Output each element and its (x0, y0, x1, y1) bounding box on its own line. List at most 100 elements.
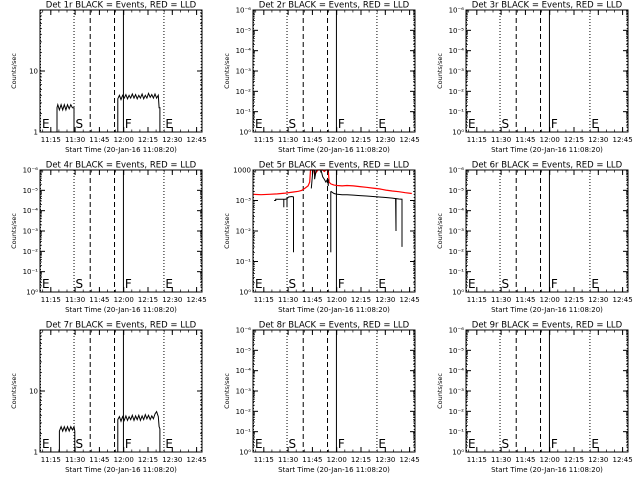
y-axis-title: Counts/sec (223, 53, 231, 89)
x-tick-label: 12:15 (564, 456, 584, 464)
x-tick-label: 12:00 (327, 456, 347, 464)
y-axis-title: Counts/sec (10, 213, 18, 249)
y-tick-label: 10⁻¹ (236, 258, 252, 266)
marker-label: S (76, 437, 84, 451)
y-tick-label: 10⁻³ (23, 228, 39, 236)
x-tick-label: 12:45 (613, 136, 633, 144)
y-tick-label: 10⁻⁵ (236, 347, 252, 355)
y-tick-label: 10⁻² (236, 408, 252, 416)
x-tick-label: 11:15 (41, 456, 61, 464)
x-tick-label: 11:30 (491, 456, 511, 464)
plot-frame (39, 329, 203, 453)
marker-label: E (42, 117, 50, 131)
marker-label: E (468, 437, 476, 451)
panel-title: Det 3r BLACK = Events, RED = LLD (472, 1, 623, 11)
y-tick-label: 10 (29, 68, 38, 76)
y-tick-label: 10⁻⁶ (449, 327, 465, 335)
marker-label: S (502, 117, 510, 131)
y-tick-label: 10⁻⁴ (236, 47, 252, 55)
y-tick-label: 10⁻⁴ (236, 367, 252, 375)
x-tick-label: 12:30 (375, 136, 395, 144)
y-axis-title: Counts/sec (436, 373, 444, 409)
x-tick-label: 12:00 (114, 456, 134, 464)
marker-label: E (591, 437, 599, 451)
plot-frame (465, 329, 629, 453)
x-tick-label: 11:15 (254, 136, 274, 144)
x-tick-label: 12:15 (564, 296, 584, 304)
marker-label: F (338, 437, 345, 451)
y-tick-label: 10⁻³ (236, 388, 252, 396)
x-tick-label: 11:45 (89, 456, 109, 464)
x-tick-label: 12:45 (400, 136, 420, 144)
x-tick-label: 12:15 (564, 136, 584, 144)
y-tick-label: 10⁻⁴ (449, 367, 465, 375)
x-tick-label: 12:45 (187, 296, 207, 304)
x-tick-label: 12:15 (351, 136, 371, 144)
x-axis-title: Start Time (20-Jan-16 11:08:20) (278, 146, 390, 154)
x-tick-label: 11:15 (467, 136, 487, 144)
marker-label: F (551, 117, 558, 131)
x-tick-label: 12:00 (540, 296, 560, 304)
y-tick-label: 10⁰ (452, 449, 464, 457)
y-tick-label: 1000 (233, 167, 251, 175)
x-tick-label: 11:45 (515, 456, 535, 464)
y-tick-label: 10⁻³ (236, 68, 252, 76)
y-tick-label: 10⁻⁵ (449, 27, 465, 35)
marker-label: S (502, 277, 510, 291)
y-tick-label: 10⁰ (452, 289, 464, 297)
x-tick-label: 11:45 (302, 136, 322, 144)
x-axis-title: Start Time (20-Jan-16 11:08:20) (278, 306, 390, 314)
panel-title: Det 8r BLACK = Events, RED = LLD (259, 321, 410, 331)
x-tick-label: 11:45 (515, 136, 535, 144)
y-tick-label: 10⁻⁴ (449, 207, 465, 215)
x-tick-label: 11:15 (467, 296, 487, 304)
y-tick-label: 10⁻¹ (449, 108, 465, 116)
marker-label: E (255, 277, 263, 291)
y-tick-label: 1 (34, 449, 38, 457)
x-tick-label: 12:00 (114, 296, 134, 304)
y-tick-label: 10⁻³ (236, 197, 252, 205)
panel-title: Det 5r BLACK = Events, RED = LLD (259, 161, 410, 171)
y-tick-label: 10⁻⁶ (236, 327, 252, 335)
y-tick-label: 10⁻¹ (236, 108, 252, 116)
y-tick-label: 10⁰ (452, 129, 464, 137)
x-tick-label: 12:45 (187, 136, 207, 144)
x-tick-label: 11:30 (278, 296, 298, 304)
series-black-line-0 (58, 425, 76, 452)
y-tick-label: 10⁻¹ (449, 268, 465, 276)
y-tick-label: 10⁻¹ (236, 428, 252, 436)
x-tick-label: 12:00 (327, 136, 347, 144)
series-black-line-0 (56, 102, 75, 132)
marker-label: F (338, 277, 345, 291)
marker-label: F (338, 117, 345, 131)
y-tick-label: 10⁻⁵ (449, 187, 465, 195)
x-tick-label: 11:15 (41, 296, 61, 304)
x-axis-title: Start Time (20-Jan-16 11:08:20) (65, 146, 177, 154)
x-axis-title: Start Time (20-Jan-16 11:08:20) (491, 146, 603, 154)
y-tick-label: 1 (34, 129, 38, 137)
marker-label: S (76, 117, 84, 131)
x-tick-label: 12:15 (351, 296, 371, 304)
y-tick-label: 10⁻⁵ (449, 347, 465, 355)
marker-label: E (42, 437, 50, 451)
y-axis-title: Counts/sec (436, 213, 444, 249)
marker-label: E (378, 117, 386, 131)
panel-title: Det 9r BLACK = Events, RED = LLD (472, 321, 623, 331)
x-tick-label: 11:45 (89, 136, 109, 144)
x-tick-label: 12:00 (327, 296, 347, 304)
series-black-line-3 (330, 190, 403, 247)
marker-label: E (591, 117, 599, 131)
x-tick-label: 12:00 (540, 136, 560, 144)
x-tick-label: 11:30 (491, 296, 511, 304)
y-tick-label: 10⁰ (239, 449, 251, 457)
plot-frame (465, 9, 629, 133)
x-axis-title: Start Time (20-Jan-16 11:08:20) (491, 466, 603, 474)
x-tick-label: 11:15 (254, 456, 274, 464)
x-tick-label: 12:30 (588, 136, 608, 144)
marker-label: F (125, 437, 132, 451)
